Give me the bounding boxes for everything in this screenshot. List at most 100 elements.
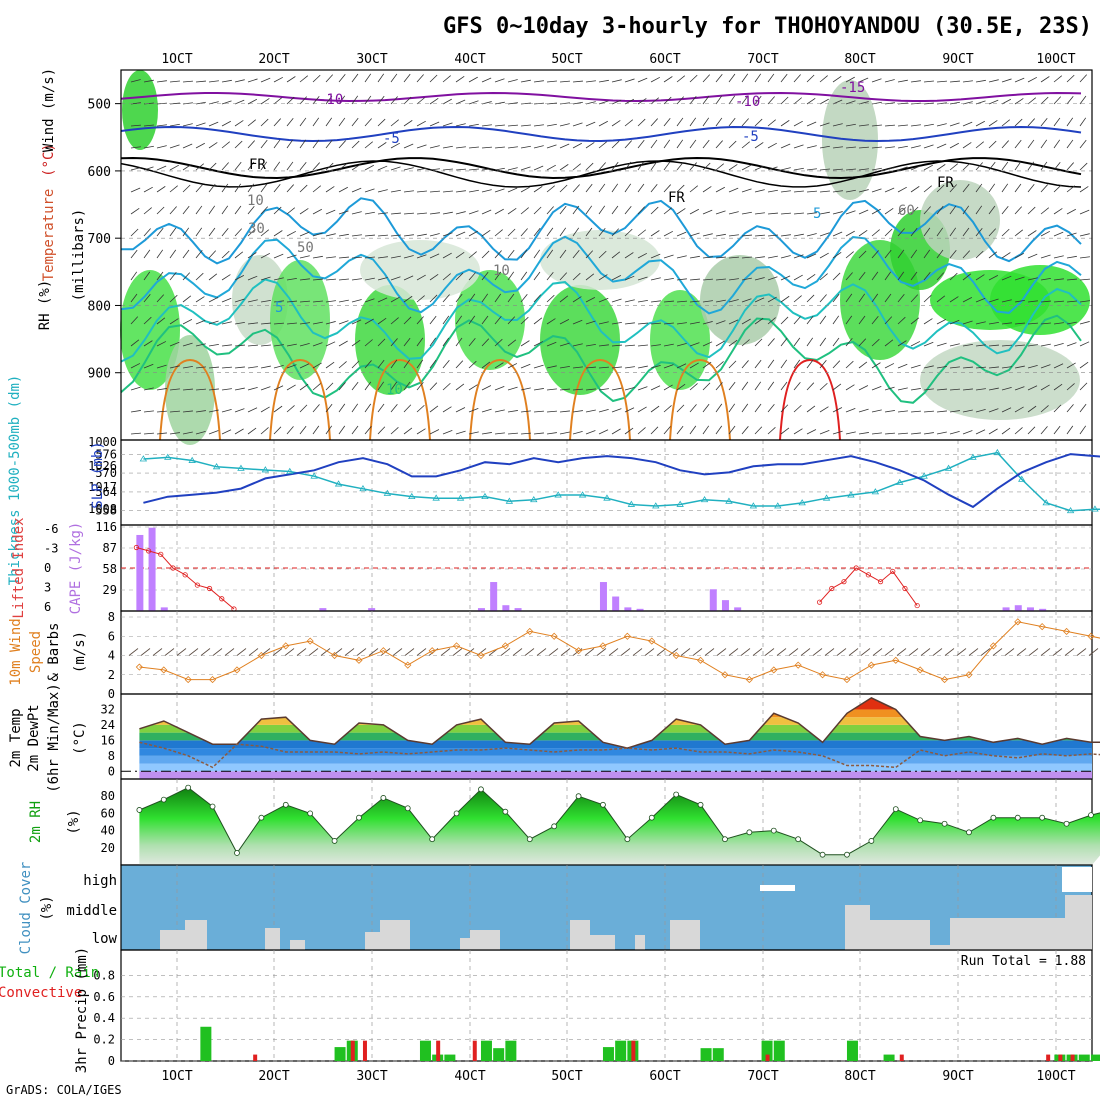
wind-barb bbox=[728, 381, 736, 391]
wind-barb bbox=[910, 186, 920, 193]
wind-barb bbox=[754, 381, 762, 391]
cape-bar bbox=[1039, 608, 1047, 611]
wind-barb bbox=[247, 98, 257, 105]
wind-barb bbox=[273, 365, 284, 369]
wind-barb bbox=[1014, 77, 1025, 83]
wind-barb bbox=[663, 277, 674, 281]
contour-label: -10 bbox=[318, 92, 343, 108]
rh-tick-label: 20 bbox=[101, 841, 115, 855]
thickness-point bbox=[700, 495, 709, 503]
wind-barb bbox=[221, 366, 232, 369]
wind-barb bbox=[1014, 118, 1023, 127]
wind-barb bbox=[559, 205, 567, 215]
wind-barb bbox=[1079, 341, 1090, 347]
rh-point bbox=[356, 814, 362, 821]
wind-barb bbox=[468, 272, 476, 281]
wind-barb bbox=[286, 426, 294, 435]
wind-barb bbox=[676, 231, 687, 237]
cape-bar bbox=[721, 600, 729, 611]
wind-barb bbox=[468, 315, 476, 325]
wind-barb bbox=[572, 80, 583, 83]
wind-barb bbox=[247, 366, 258, 369]
wind-barb bbox=[715, 140, 723, 149]
wind-barb bbox=[1066, 300, 1077, 303]
wind-barb bbox=[286, 300, 297, 303]
wind-barb bbox=[572, 163, 581, 171]
wind-barb bbox=[1040, 384, 1050, 391]
wind-barb bbox=[611, 79, 622, 83]
wind-barb bbox=[793, 254, 804, 259]
wind-barb bbox=[780, 212, 791, 215]
thickness-point bbox=[1091, 505, 1099, 512]
li-point bbox=[841, 579, 847, 585]
wind-barb bbox=[572, 142, 582, 149]
wind-barb bbox=[728, 339, 738, 347]
wind-barb bbox=[143, 432, 154, 435]
wind-barb bbox=[546, 318, 556, 325]
wind-barb bbox=[702, 95, 710, 105]
wind-barb bbox=[286, 207, 296, 215]
wind-barb bbox=[169, 388, 180, 391]
wind-barb bbox=[247, 252, 257, 259]
wind-barb bbox=[1001, 427, 1011, 435]
warm-contour bbox=[779, 358, 841, 441]
wind-barb bbox=[1079, 256, 1090, 259]
wind-tick-label: 8 bbox=[108, 610, 115, 624]
wind-barb bbox=[500, 648, 511, 656]
pressure-tick-label: 800 bbox=[88, 299, 111, 314]
wind-barb bbox=[1066, 342, 1077, 347]
wind-barb bbox=[200, 648, 211, 656]
rh-point bbox=[575, 793, 582, 800]
wind-barb bbox=[754, 165, 765, 171]
wind-barb bbox=[494, 229, 503, 237]
wind-barb bbox=[468, 230, 478, 237]
wind-barb bbox=[455, 430, 466, 435]
wind-barb bbox=[897, 186, 907, 193]
wind-barb bbox=[780, 381, 788, 391]
low-cloud-block bbox=[290, 940, 305, 950]
wind-barb bbox=[1066, 139, 1074, 149]
wind-barb bbox=[442, 294, 450, 303]
temp-band bbox=[139, 732, 1092, 741]
precip-title: Total / Rain bbox=[0, 965, 99, 981]
precip-title: Convective bbox=[0, 985, 82, 1001]
wind-barb bbox=[767, 404, 775, 413]
wind-barb bbox=[286, 161, 294, 171]
thickness-point bbox=[1066, 506, 1075, 514]
wind-barb bbox=[429, 212, 440, 215]
wind-barb bbox=[377, 189, 388, 193]
wind-barb bbox=[182, 227, 190, 237]
wind-barb bbox=[442, 337, 450, 347]
wind-barb bbox=[273, 405, 283, 413]
wind-barb bbox=[364, 73, 372, 83]
wind-barb bbox=[975, 274, 985, 281]
wind-barb bbox=[364, 318, 374, 325]
rh-area bbox=[139, 787, 1100, 865]
wind-barb bbox=[533, 186, 543, 193]
wind-barb bbox=[767, 73, 775, 83]
wind-barb bbox=[871, 229, 880, 237]
wind-barb bbox=[286, 343, 297, 347]
warm-contour bbox=[269, 358, 331, 441]
wind-speed-point bbox=[989, 642, 997, 650]
wind-barb bbox=[611, 251, 621, 259]
wind-barb bbox=[741, 339, 750, 347]
wind-barb bbox=[793, 190, 804, 193]
wind-barb bbox=[234, 298, 245, 303]
wind-barb bbox=[455, 293, 463, 303]
wind-barb bbox=[351, 117, 359, 127]
wind-barb bbox=[156, 388, 167, 391]
wind-barb bbox=[637, 322, 648, 325]
wind-barb bbox=[975, 141, 985, 149]
axis-title: Thickness 1000-500mb (dm) bbox=[7, 375, 23, 586]
wind-speed-point bbox=[794, 661, 802, 669]
wind-barb bbox=[416, 190, 427, 193]
wind-barb bbox=[741, 426, 749, 435]
wind-barb bbox=[975, 344, 986, 347]
wind-barb bbox=[754, 189, 765, 193]
wind-barb bbox=[702, 300, 713, 303]
wind-barb bbox=[819, 211, 830, 215]
wind-barb bbox=[260, 365, 271, 369]
dewpoint-line bbox=[139, 741, 1100, 769]
wind-barb bbox=[377, 317, 387, 325]
